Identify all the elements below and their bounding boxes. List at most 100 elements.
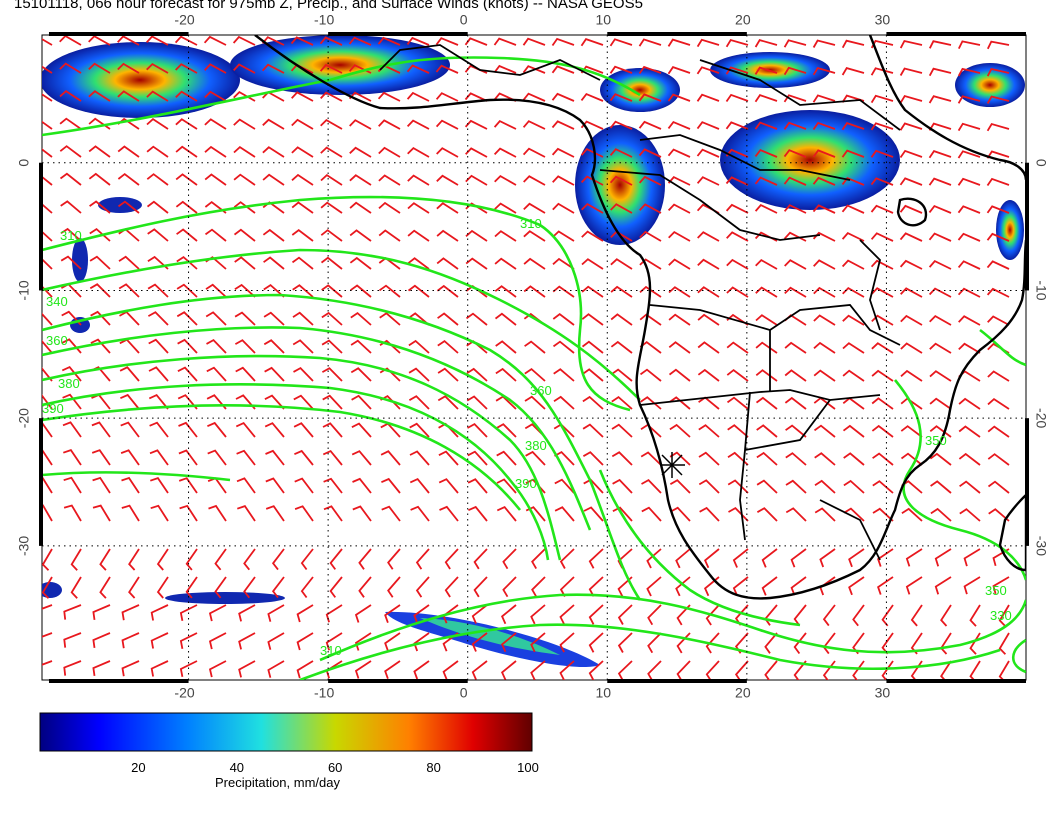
wind-barb <box>175 145 198 158</box>
madagascar <box>998 493 1026 572</box>
wind-barb <box>612 478 633 494</box>
wind-barb <box>243 548 256 571</box>
lat-tick-label-left: 0 <box>16 159 32 167</box>
wind-barb <box>320 201 343 214</box>
wind-barb <box>413 604 430 624</box>
wind-barb <box>764 632 778 654</box>
wind-barb <box>696 93 720 102</box>
wind-barb <box>986 95 1010 104</box>
contour-line <box>299 623 1001 680</box>
wind-barb <box>871 342 894 354</box>
wind-barb <box>42 312 53 326</box>
wind-barb <box>467 422 488 438</box>
wind-barb <box>870 122 894 131</box>
wind-barb <box>128 548 140 571</box>
wind-barb <box>175 200 198 214</box>
wind-barb <box>617 660 633 680</box>
wind-barb <box>553 368 575 382</box>
frame-bar <box>39 418 43 546</box>
wind-barb <box>352 477 372 494</box>
wind-barb <box>726 368 749 382</box>
border <box>599 169 821 241</box>
contour-label: 360 <box>530 383 552 398</box>
wind-barb <box>841 149 865 158</box>
wind-barb <box>969 632 981 655</box>
wind-barb <box>329 576 343 598</box>
wind-barb <box>668 313 691 326</box>
wind-barb <box>42 175 53 186</box>
wind-barb <box>329 548 343 570</box>
wind-barb <box>415 548 430 570</box>
wind-barb <box>958 425 981 438</box>
wind-barb <box>871 397 894 410</box>
location-marker <box>660 452 685 478</box>
wind-barb <box>437 339 459 354</box>
wind-barb <box>559 604 575 625</box>
wind-barb <box>705 632 720 654</box>
wind-barb <box>793 604 807 627</box>
wind-barb <box>262 146 285 158</box>
wind-barb <box>149 421 169 438</box>
wind-barb <box>439 505 459 522</box>
wind-barb <box>156 548 169 571</box>
wind-barb <box>957 40 981 50</box>
wind-barb <box>292 284 314 298</box>
wind-barb <box>350 339 372 354</box>
wind-barb <box>610 203 633 214</box>
wind-barb <box>641 478 662 494</box>
wind-barb <box>495 367 517 382</box>
wind-barb <box>524 367 546 382</box>
wind-barbs <box>42 35 1010 680</box>
wind-barb <box>610 258 633 270</box>
contour-line <box>598 469 801 627</box>
wind-barb <box>379 312 401 326</box>
wind-barb <box>986 287 1010 298</box>
wind-barb <box>669 396 691 410</box>
border <box>699 59 901 131</box>
wind-barb <box>668 230 691 242</box>
wind-barb <box>119 366 140 382</box>
wind-barb <box>725 38 749 48</box>
wind-barb <box>204 118 227 130</box>
wind-barb <box>354 632 372 651</box>
wind-barb <box>174 35 198 46</box>
wind-barb <box>42 230 53 242</box>
wind-barb <box>725 66 749 75</box>
wind-barb <box>435 119 459 130</box>
wind-barb <box>467 478 488 494</box>
wind-barb <box>934 548 952 567</box>
wind-barb <box>669 479 691 494</box>
wind-barb <box>812 204 836 214</box>
wind-barb <box>320 91 343 102</box>
wind-barb <box>204 173 227 186</box>
wind-barb <box>842 424 865 438</box>
wind-barb <box>552 340 575 354</box>
wind-barb <box>783 176 807 186</box>
precip-area <box>996 200 1024 260</box>
wind-barb <box>128 576 140 599</box>
wind-barb <box>59 145 82 158</box>
wind-barb <box>150 504 169 522</box>
wind-barb <box>233 118 256 130</box>
contour-line <box>319 593 1026 662</box>
wind-barb <box>675 576 691 597</box>
wind-barb <box>264 394 285 410</box>
wind-barb <box>323 477 343 494</box>
wind-barb <box>554 506 575 522</box>
wind-barb <box>761 548 778 568</box>
frame-bar <box>328 679 468 683</box>
colorbar-label: Precipitation, mm/day <box>215 775 340 790</box>
wind-barb <box>237 505 256 522</box>
wind-barb <box>409 450 430 466</box>
wind-barb <box>502 576 517 598</box>
wind-barb <box>179 632 198 649</box>
wind-barb <box>901 507 923 522</box>
wind-barb <box>233 173 256 186</box>
wind-barb <box>177 366 198 382</box>
wind-barb <box>899 259 923 270</box>
wind-barb <box>436 202 459 214</box>
wind-barb <box>177 394 198 410</box>
wind-barb <box>552 257 575 270</box>
wind-barb <box>987 370 1010 382</box>
wind-barb <box>870 177 894 186</box>
